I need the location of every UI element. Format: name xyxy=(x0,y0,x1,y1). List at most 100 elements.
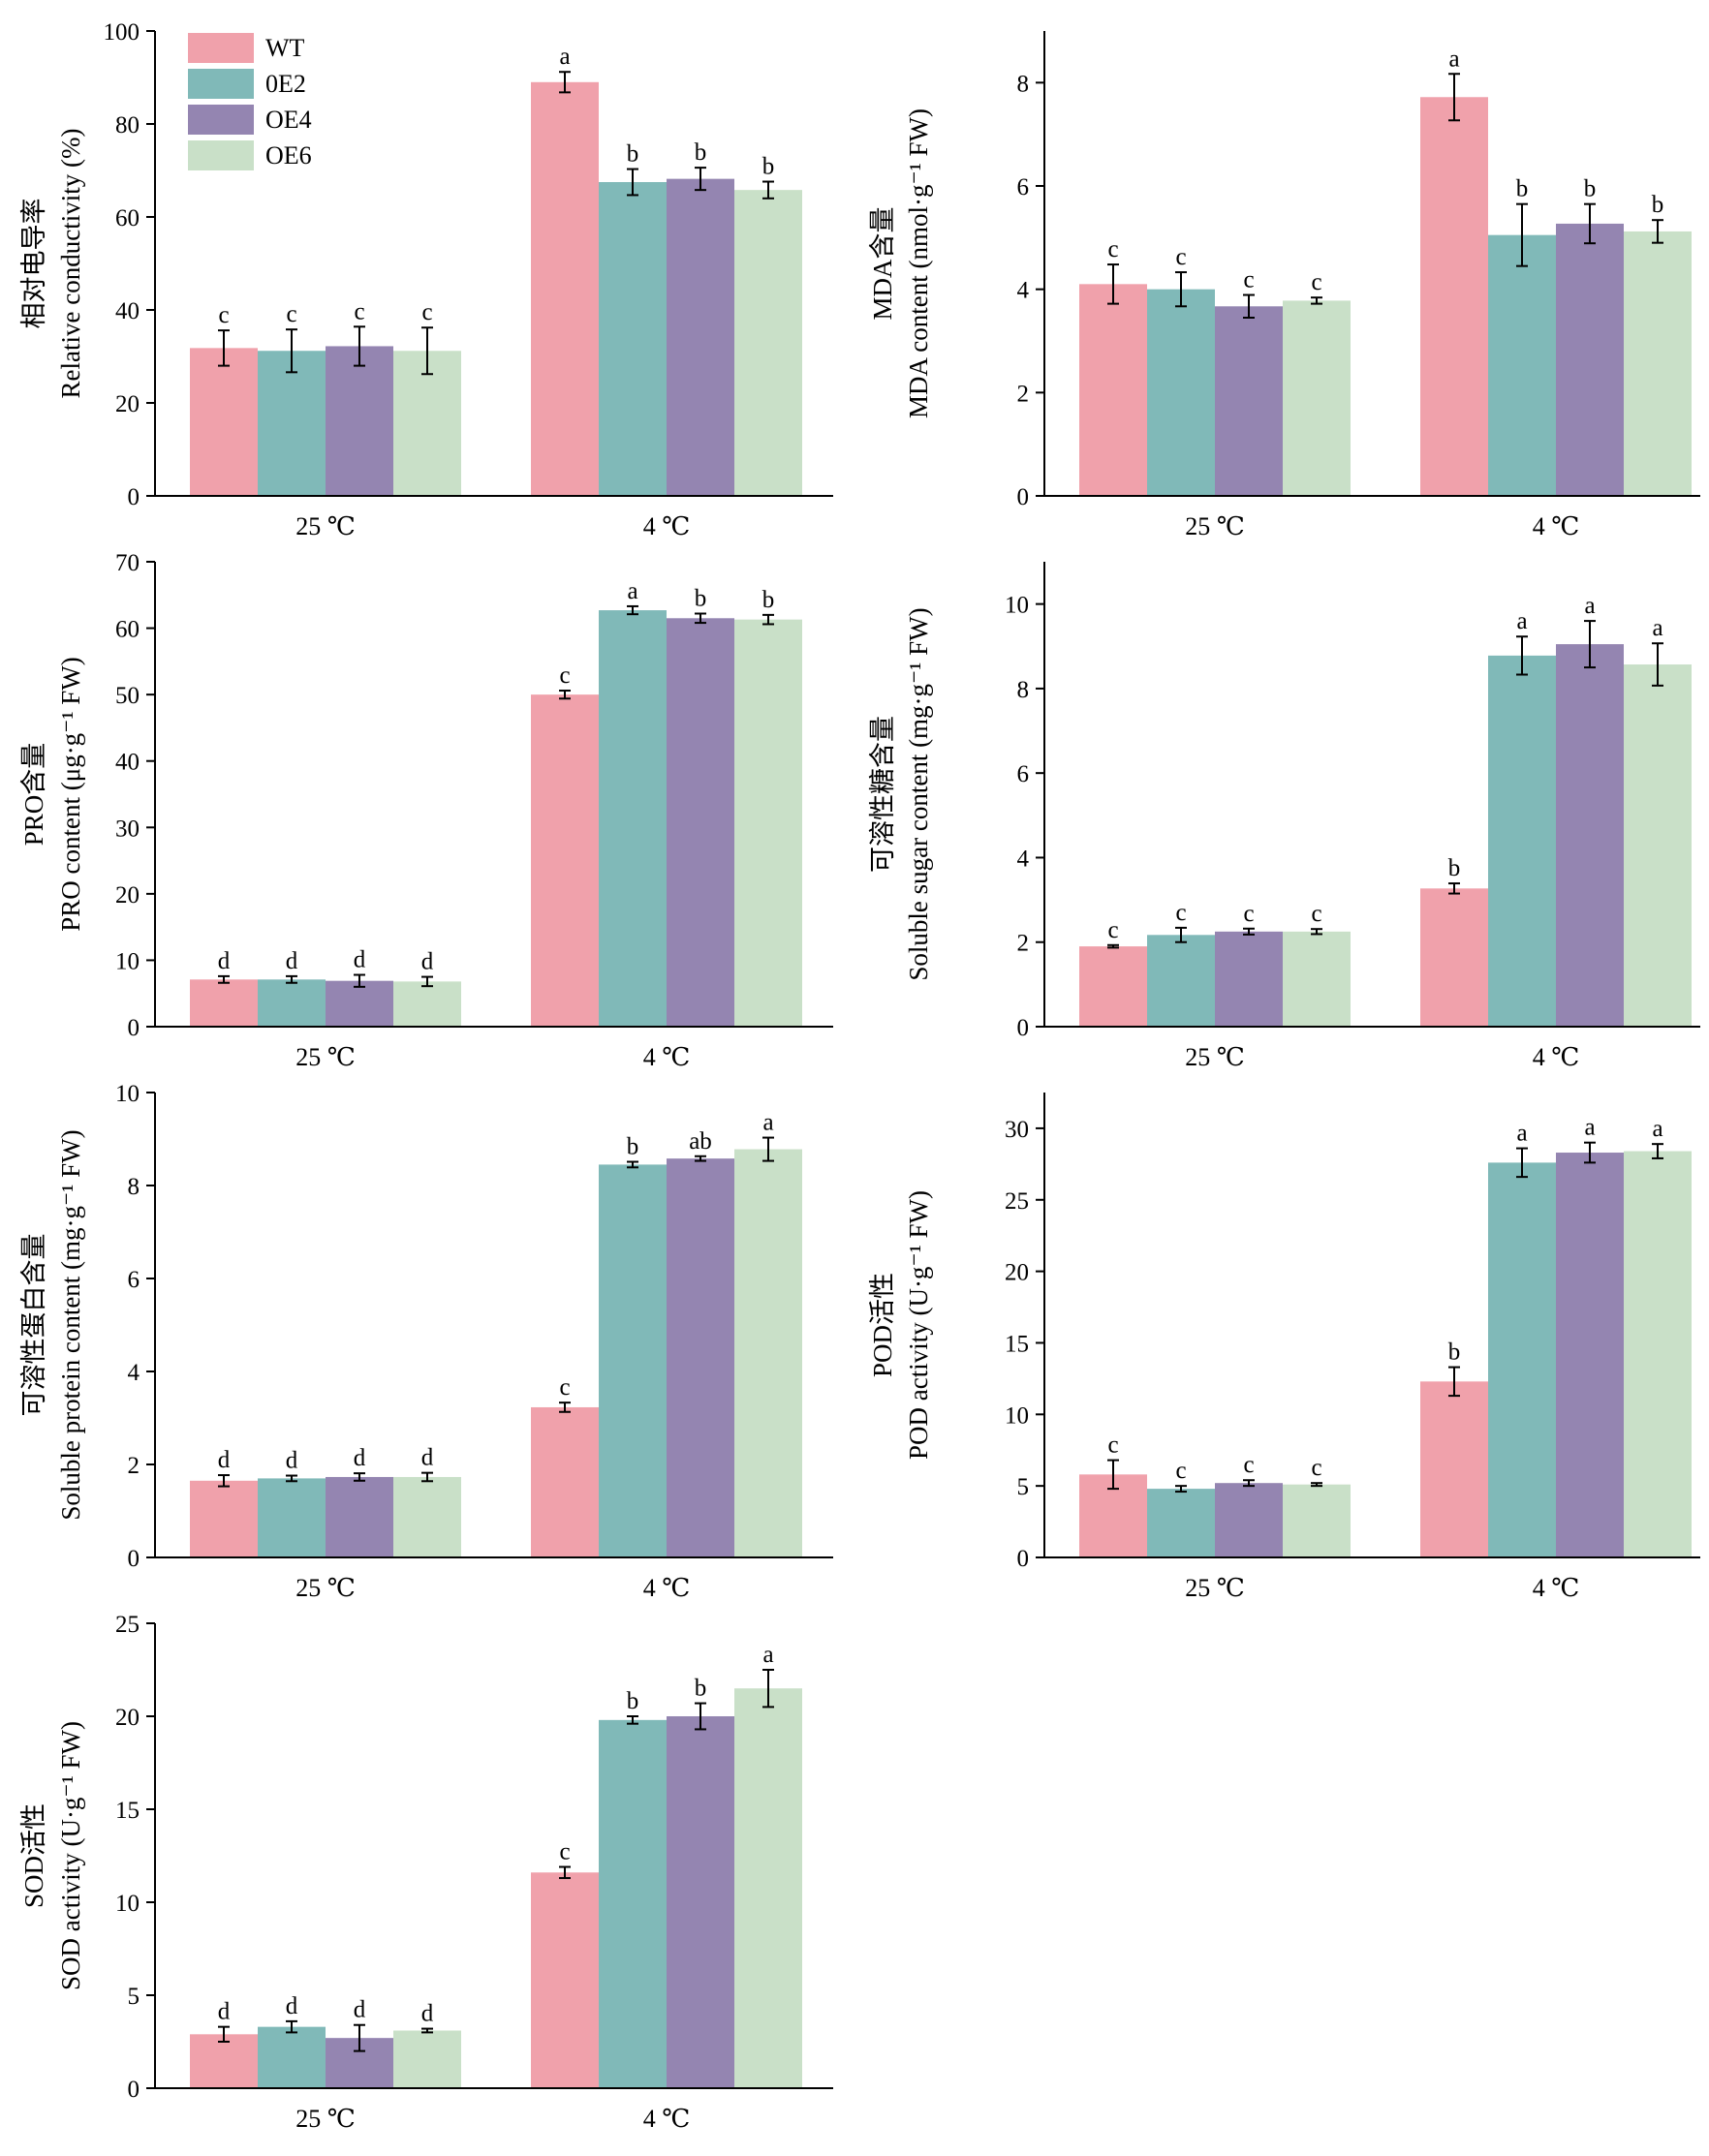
y-tick-label: 6 xyxy=(128,1267,140,1293)
y-tick-label: 20 xyxy=(115,882,140,909)
significance-letter-OE6-0: d xyxy=(421,2001,434,2027)
bar-OE4-0 xyxy=(326,346,393,496)
y-tick-label: 10 xyxy=(1005,593,1029,619)
bar-OE6-1 xyxy=(1624,231,1692,496)
bar-OE6-0 xyxy=(393,2030,461,2088)
significance-letter-OE4-1: b xyxy=(1584,176,1597,202)
bar-OE4-0 xyxy=(326,980,393,1027)
legend-swatch-WT xyxy=(188,33,254,63)
y-axis-label: MDA content (nmol·g⁻¹ FW) xyxy=(904,108,933,418)
y-tick-label: 2 xyxy=(128,1453,140,1479)
bar-WT-1 xyxy=(531,81,599,497)
legend-label-WT: WT xyxy=(265,34,305,62)
y-tick-label: 0 xyxy=(128,1546,140,1572)
bar-WT-1 xyxy=(1420,97,1488,497)
bar-OE6-1 xyxy=(734,619,802,1027)
significance-letter-0E2-1: a xyxy=(1516,608,1527,634)
x-tick-label: 25 ℃ xyxy=(295,1574,356,1602)
significance-letter-0E2-1: b xyxy=(627,1134,639,1160)
y-tick-label: 60 xyxy=(115,205,140,231)
y-tick-label: 40 xyxy=(115,298,140,324)
y-tick-label: 0 xyxy=(1017,1015,1030,1041)
bar-WT-1 xyxy=(531,1872,599,2088)
y-axis-label-cn: 可溶性糖含量 xyxy=(868,716,897,873)
x-tick-label: 25 ℃ xyxy=(295,512,356,540)
bar-WT-1 xyxy=(531,694,599,1027)
significance-letter-OE4-0: c xyxy=(354,298,364,324)
bar-WT-1 xyxy=(1420,888,1488,1027)
significance-letter-0E2-0: d xyxy=(286,948,298,974)
bar-OE4-1 xyxy=(1556,644,1624,1027)
significance-letter-WT-1: a xyxy=(559,44,570,70)
y-tick-label: 2 xyxy=(1017,381,1030,407)
bar-OE6-0 xyxy=(1283,931,1351,1027)
significance-letter-WT-0: c xyxy=(1107,917,1118,943)
significance-letter-WT-1: b xyxy=(1448,1340,1461,1366)
significance-letter-WT-0: d xyxy=(218,1999,231,2025)
y-tick-label: 15 xyxy=(1005,1331,1029,1357)
chart-panel-5: d d d d 25 ℃ c b ab a 4 ℃ 0 2 4 6 8 10 可溶性蛋白含量 Soluble pr… xyxy=(19,1081,833,1602)
bar-OE6-1 xyxy=(734,190,802,496)
bar-0E2-0 xyxy=(258,351,326,496)
bar-OE6-0 xyxy=(393,981,461,1027)
significance-letter-OE4-1: b xyxy=(695,139,707,166)
significance-letter-OE4-0: c xyxy=(1243,267,1254,293)
y-axis-label-cn: SOD活性 xyxy=(19,1803,48,1908)
bar-OE4-1 xyxy=(1556,223,1624,496)
y-tick-label: 5 xyxy=(128,1984,140,2010)
significance-letter-WT-0: d xyxy=(218,1447,231,1473)
bar-0E2-0 xyxy=(258,2026,326,2088)
significance-letter-0E2-1: a xyxy=(1516,1121,1527,1147)
y-axis-label: Soluble protein content (mg·g⁻¹ FW) xyxy=(56,1129,85,1520)
y-tick-label: 10 xyxy=(115,1081,140,1107)
significance-letter-OE4-1: ab xyxy=(689,1128,712,1155)
y-tick-label: 10 xyxy=(115,948,140,974)
x-tick-label: 4 ℃ xyxy=(643,1043,691,1071)
y-tick-label: 0 xyxy=(128,484,140,510)
bar-WT-0 xyxy=(190,1480,258,1557)
y-tick-label: 15 xyxy=(115,1798,140,1824)
significance-letter-OE4-0: c xyxy=(1243,1452,1254,1478)
y-tick-label: 8 xyxy=(1017,677,1030,703)
significance-letter-OE6-0: c xyxy=(1311,269,1321,295)
legend-swatch-OE6 xyxy=(188,140,254,170)
significance-letter-WT-0: c xyxy=(1107,236,1118,262)
significance-letter-0E2-1: a xyxy=(627,578,637,604)
significance-letter-WT-0: c xyxy=(1107,1432,1118,1459)
y-tick-label: 0 xyxy=(1017,484,1030,510)
significance-letter-0E2-0: d xyxy=(286,1993,298,2019)
x-tick-label: 4 ℃ xyxy=(643,512,691,540)
legend: WT 0E2 OE4 OE6 xyxy=(188,33,312,170)
y-tick-label: 60 xyxy=(115,617,140,643)
significance-letter-OE6-1: a xyxy=(1652,1116,1662,1142)
significance-letter-OE4-1: b xyxy=(695,585,707,611)
y-tick-label: 8 xyxy=(1017,71,1030,97)
bar-0E2-1 xyxy=(1488,655,1556,1027)
bar-OE6-1 xyxy=(734,1688,802,2088)
bar-WT-0 xyxy=(190,2034,258,2088)
significance-letter-OE4-0: d xyxy=(354,947,366,973)
chart-panel-3: d d d d 25 ℃ c a b b 4 ℃ 0 10 20 30 40 50 60 70 PRO含量 PRO c… xyxy=(19,550,833,1071)
y-tick-label: 30 xyxy=(115,816,140,842)
significance-letter-OE6-1: a xyxy=(762,1110,773,1136)
legend-label-0E2: 0E2 xyxy=(265,70,306,98)
y-tick-label: 10 xyxy=(1005,1402,1029,1429)
bar-0E2-0 xyxy=(1147,1489,1215,1557)
significance-letter-WT-0: c xyxy=(218,302,229,328)
legend-label-OE6: OE6 xyxy=(265,141,312,169)
bar-WT-0 xyxy=(1079,946,1147,1027)
significance-letter-OE4-0: d xyxy=(354,1445,366,1471)
bar-OE4-0 xyxy=(326,1476,393,1557)
bar-OE4-1 xyxy=(667,178,734,496)
x-tick-label: 25 ℃ xyxy=(295,1043,356,1071)
bar-OE4-0 xyxy=(1215,931,1283,1027)
legend-swatch-0E2 xyxy=(188,69,254,99)
y-axis-label-cn: PRO含量 xyxy=(19,743,48,847)
y-axis-label: POD activity (U·g⁻¹ FW) xyxy=(904,1190,933,1460)
legend-swatch-OE4 xyxy=(188,105,254,135)
y-tick-label: 4 xyxy=(1017,846,1030,872)
significance-letter-OE6-0: c xyxy=(1311,1455,1321,1481)
y-tick-label: 5 xyxy=(1017,1474,1030,1500)
